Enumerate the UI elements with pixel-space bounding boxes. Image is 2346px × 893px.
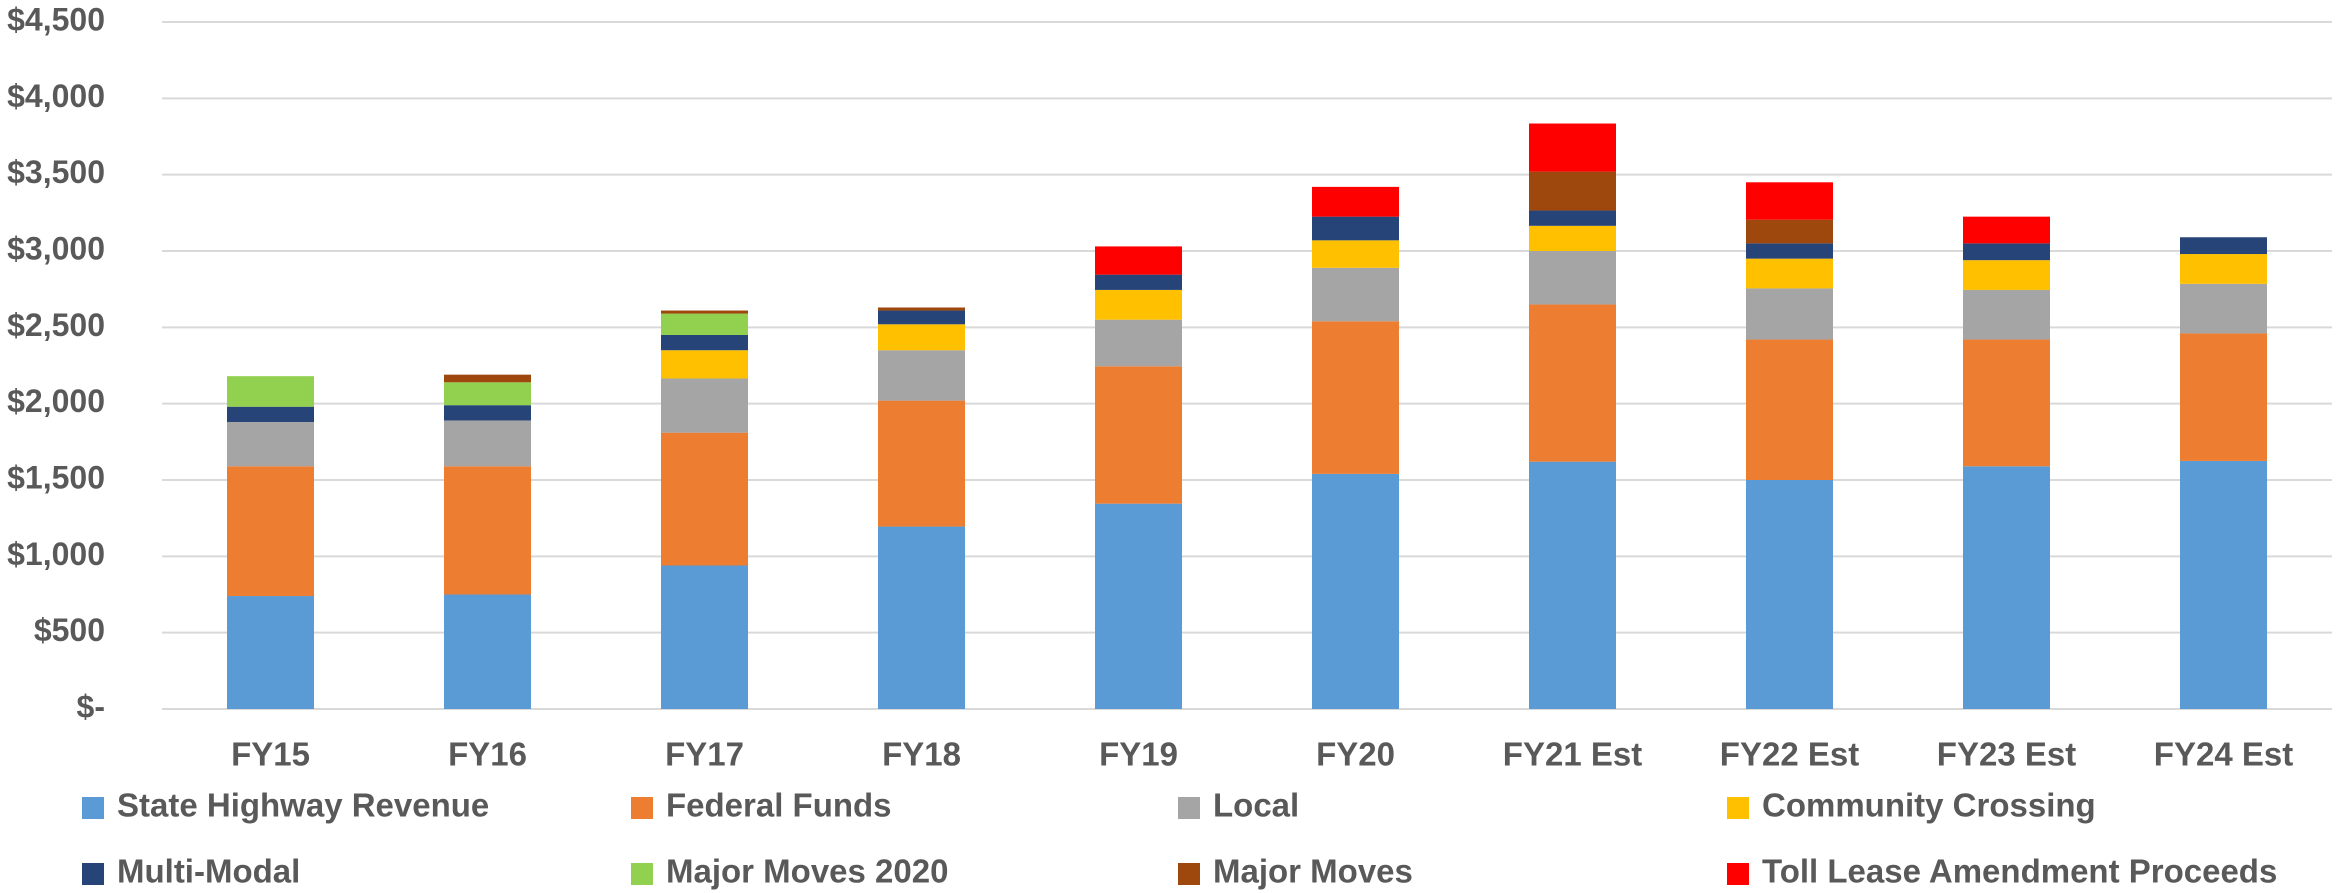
y-tick-label: $1,500 [7, 459, 105, 495]
x-tick-label: FY23 Est [1937, 736, 2076, 773]
legend-label: Toll Lease Amendment Proceeds [1762, 853, 2277, 890]
bar-segment [1095, 274, 1182, 290]
bar-segment [1529, 225, 1616, 251]
bar-segment [444, 594, 531, 709]
bar-segment [1312, 240, 1399, 268]
bar-segment [1963, 339, 2050, 467]
legend-swatch [631, 863, 653, 885]
bar-segment [1746, 243, 1833, 259]
bar-segment [1963, 243, 2050, 261]
bar-segment [444, 466, 531, 595]
bar-segment [444, 405, 531, 421]
legend-swatch [1727, 863, 1749, 885]
bar-segment [661, 313, 748, 335]
bar-segment [878, 400, 965, 527]
legend-label: Community Crossing [1762, 787, 2096, 824]
bar-segment [227, 421, 314, 467]
x-tick-label: FY22 Est [1720, 736, 1859, 773]
bar-segment [2180, 237, 2267, 255]
x-tick-label: FY18 [882, 736, 961, 773]
x-tick-label: FY19 [1099, 736, 1178, 773]
y-tick-label: $1,000 [7, 536, 105, 572]
x-tick-label: FY20 [1316, 736, 1395, 773]
bar-segment [2180, 460, 2267, 709]
bar-segment [1529, 123, 1616, 172]
bar-segment [661, 378, 748, 433]
bar-segment [444, 382, 531, 406]
bar-segment [878, 324, 965, 351]
bar-segment [1746, 258, 1833, 289]
legend-swatch [1178, 863, 1200, 885]
y-tick-label: $3,000 [7, 230, 105, 266]
legend-swatch [1178, 797, 1200, 819]
bar-segment [1312, 473, 1399, 709]
bar-segment [1963, 289, 2050, 340]
bar-segment [1529, 251, 1616, 305]
legend-label: Local [1213, 787, 1299, 824]
y-tick-label: $3,500 [7, 154, 105, 190]
bar-segment [444, 420, 531, 467]
legend-swatch [82, 863, 104, 885]
bar-segment [1746, 288, 1833, 340]
bar-segment [1963, 466, 2050, 709]
y-tick-label: $2,000 [7, 383, 105, 419]
x-tick-label: FY17 [665, 736, 744, 773]
bar-segment [1529, 210, 1616, 226]
legend-label: Federal Funds [666, 787, 892, 824]
bar-segment [1095, 246, 1182, 275]
bar-segment [661, 310, 748, 314]
bar-segment [2180, 254, 2267, 284]
bar-segment [1312, 216, 1399, 241]
bar-segment [1746, 219, 1833, 244]
bar-segment [1312, 186, 1399, 217]
bar-segment [878, 307, 965, 311]
x-tick-label: FY15 [231, 736, 310, 773]
bar-segment [227, 376, 314, 407]
bar-segment [1095, 366, 1182, 504]
bar-segment [1746, 339, 1833, 480]
bar-segment [227, 466, 314, 597]
bar-segment [2180, 333, 2267, 461]
legend-label: Multi-Modal [117, 853, 300, 890]
bar-segment [1746, 182, 1833, 220]
bar-segment [1312, 321, 1399, 474]
bar-segment [1095, 503, 1182, 709]
legend-swatch [1727, 797, 1749, 819]
y-tick-label: $500 [34, 612, 105, 648]
bar-segment [661, 432, 748, 566]
y-tick-label: $- [77, 688, 105, 724]
legend-label: Major Moves [1213, 853, 1413, 890]
y-tick-label: $2,500 [7, 307, 105, 343]
bar-segment [1529, 461, 1616, 709]
bar-segment [878, 310, 965, 325]
legend-label: State Highway Revenue [117, 787, 489, 824]
y-tick-label: $4,000 [7, 78, 105, 114]
bar-segment [227, 596, 314, 709]
bar-segment [1095, 289, 1182, 320]
y-tick-label: $4,500 [7, 1, 105, 37]
x-tick-label: FY21 Est [1503, 736, 1642, 773]
bar-segment [1095, 319, 1182, 367]
bar-segment [661, 350, 748, 379]
legend-swatch [631, 797, 653, 819]
x-tick-label: FY16 [448, 736, 527, 773]
x-tick-label: FY24 Est [2154, 736, 2293, 773]
bar-segment [1963, 260, 2050, 290]
bar-segment [878, 526, 965, 709]
bar-segment [1529, 171, 1616, 211]
legend-swatch [82, 797, 104, 819]
bar-segment [1746, 480, 1833, 709]
bar-segment [661, 565, 748, 709]
bar-segment [1529, 304, 1616, 462]
bar-segment [227, 406, 314, 422]
bar-segment [1963, 216, 2050, 244]
legend-label: Major Moves 2020 [666, 853, 948, 890]
bar-segment [878, 350, 965, 401]
bar-segment [444, 374, 531, 383]
bar-segment [661, 334, 748, 351]
bar-segment [1312, 267, 1399, 322]
bar-segment [2180, 283, 2267, 334]
